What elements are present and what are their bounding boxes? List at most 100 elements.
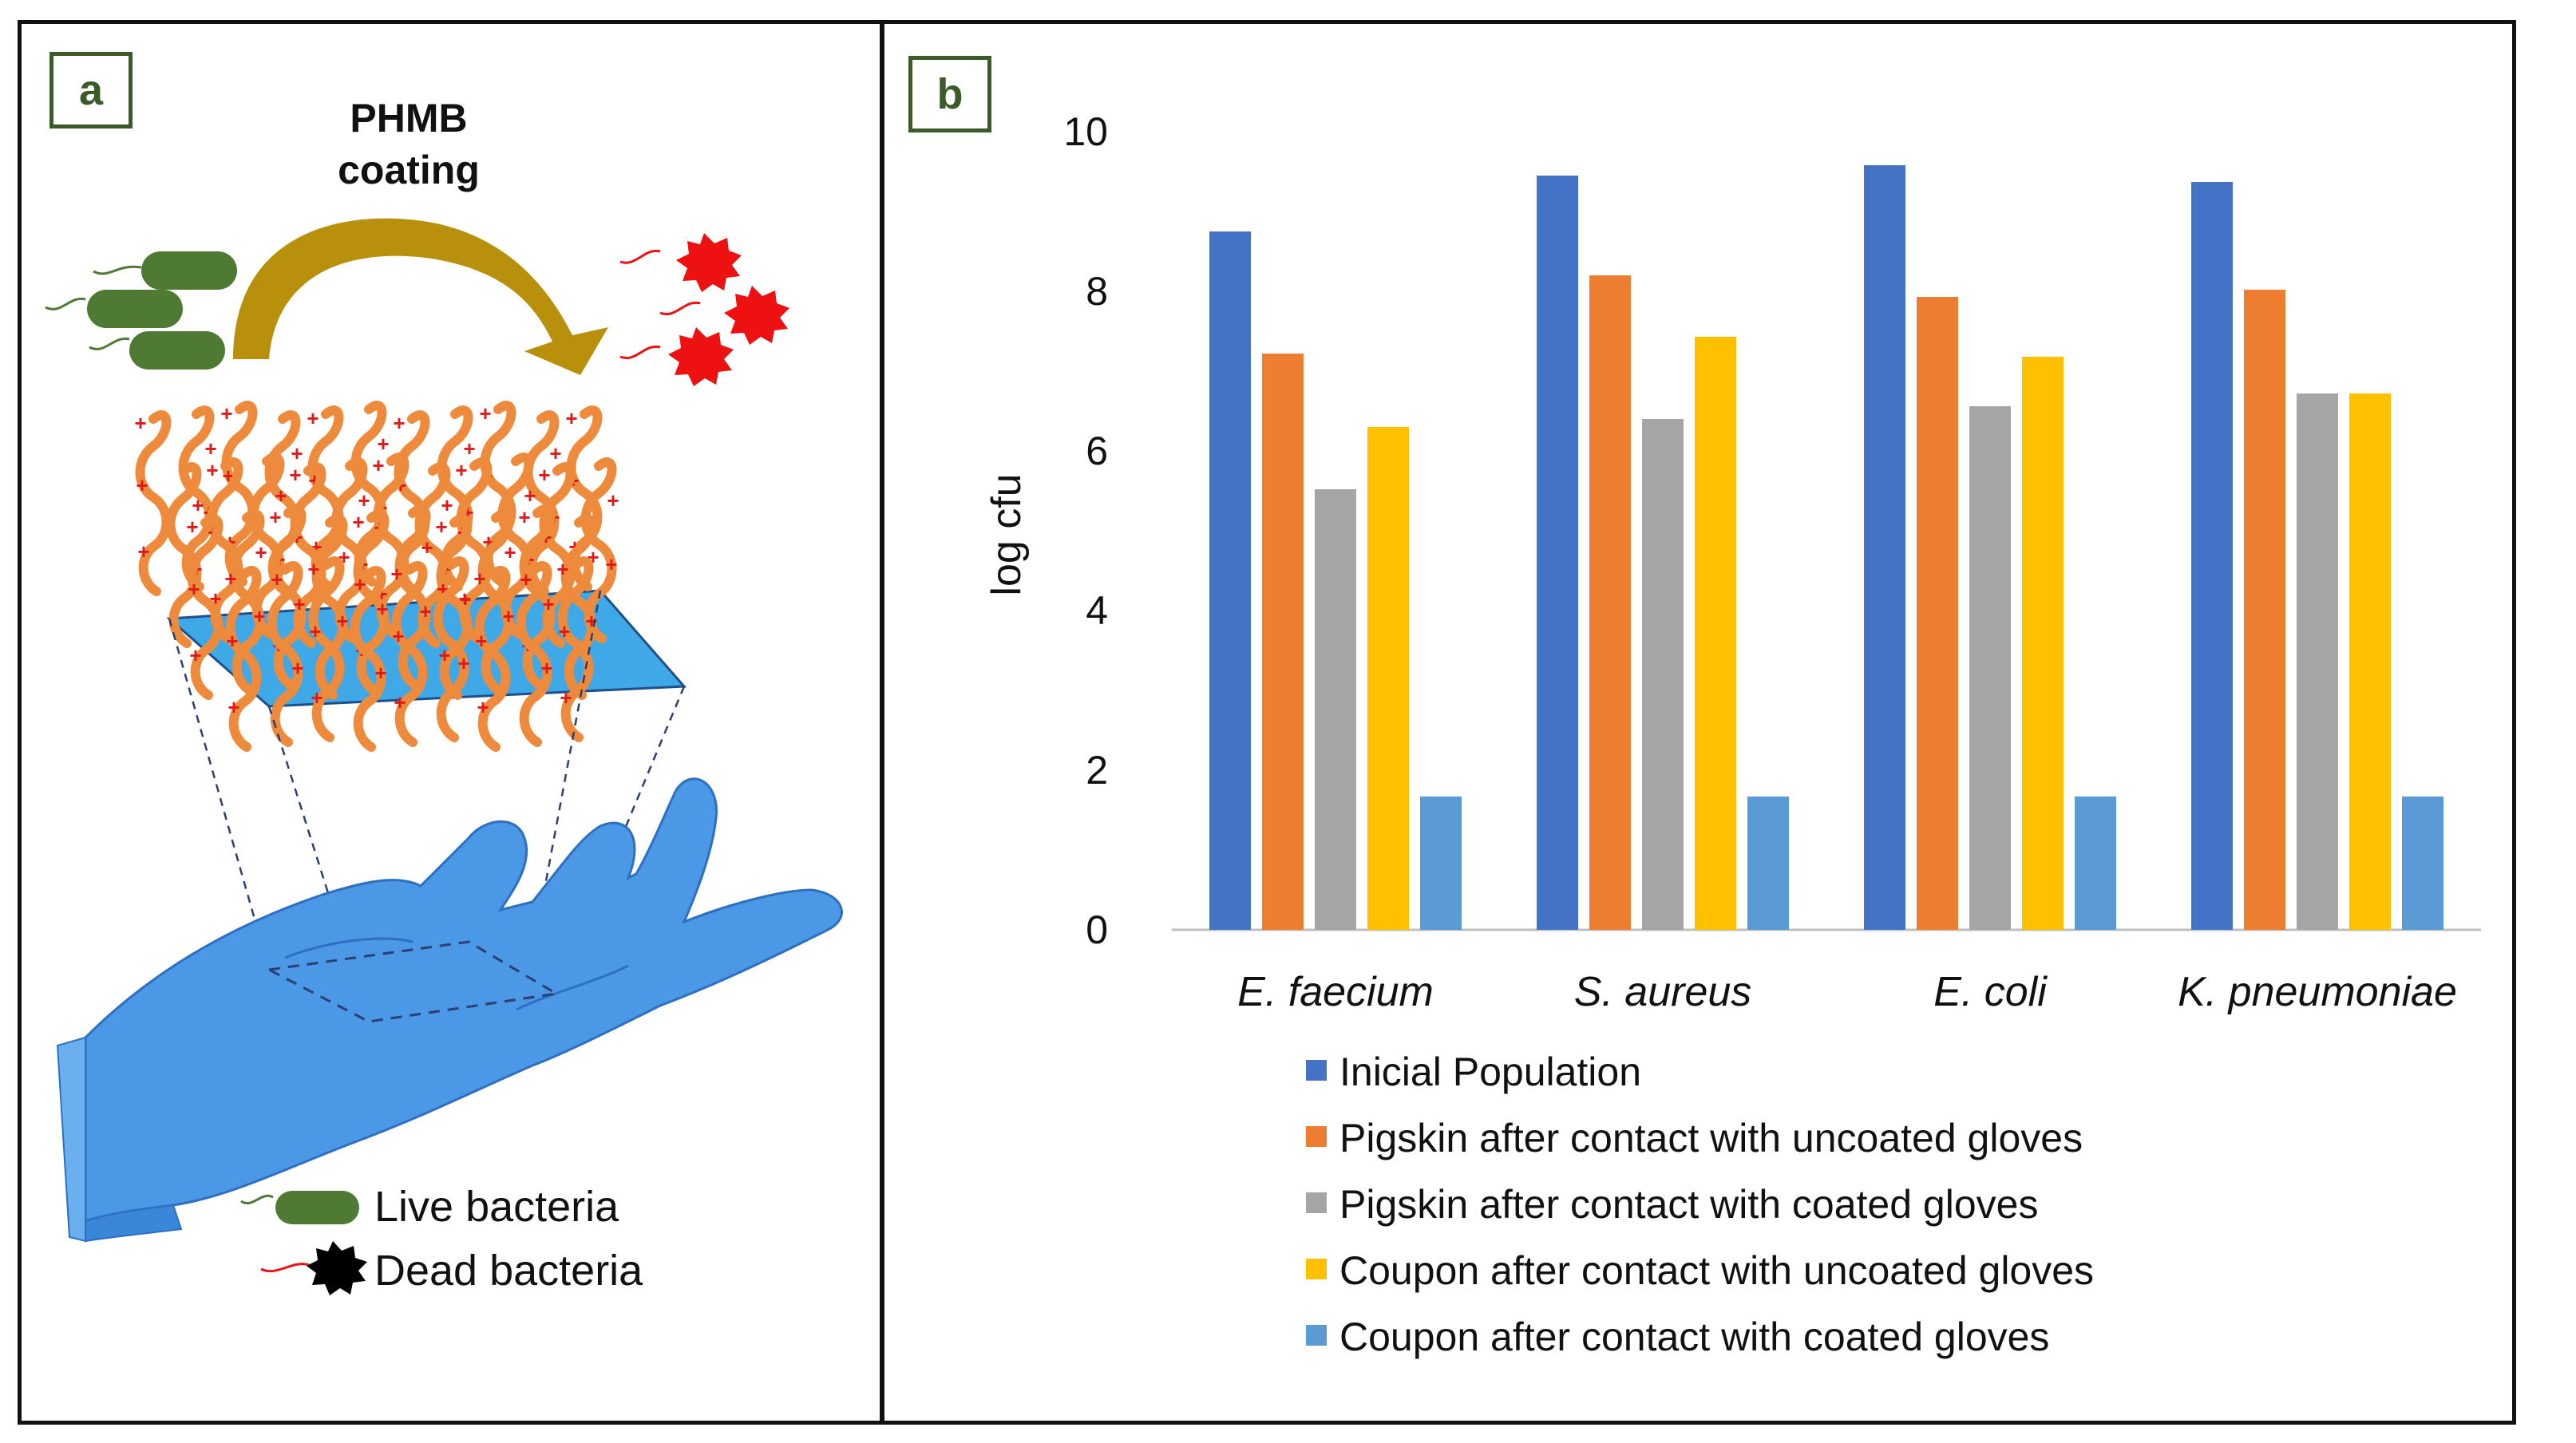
legend-label-0: Inicial Population	[1339, 1050, 1641, 1094]
legend-swatch-2	[1306, 1192, 1327, 1213]
positive-charge-symbol: +	[441, 493, 453, 517]
polymer-chain	[135, 410, 172, 596]
positive-charge-symbol: +	[475, 629, 487, 653]
bar-3-0	[2191, 182, 2233, 930]
legend-label-2: Pigskin after contact with coated gloves	[1339, 1182, 2038, 1227]
positive-charge-symbol: +	[607, 488, 619, 512]
panel-divider	[880, 20, 884, 1425]
polymer-chain	[560, 514, 597, 700]
positive-charge-symbol: +	[558, 619, 570, 643]
polymer-chain	[474, 566, 511, 752]
positive-charge-symbol: +	[605, 552, 617, 576]
panel-a-illustration: PHMB coating +++++++++++++++++++++++	[45, 96, 843, 1295]
bar-1-4	[1747, 797, 1789, 930]
positive-charge-symbol: +	[226, 629, 238, 653]
positive-charge-symbol: +	[291, 441, 303, 465]
positive-charge-symbol: +	[307, 557, 319, 581]
positive-charge-symbol: +	[309, 619, 321, 643]
y-axis: 0 2 4 6 8 10	[1063, 109, 1108, 952]
bar-2-0	[1864, 165, 1905, 930]
positive-charge-symbol: +	[372, 453, 384, 477]
positive-charge-symbol: +	[540, 656, 552, 680]
positive-charge-symbol: +	[394, 690, 406, 714]
bar-2-4	[2075, 797, 2116, 930]
polymer-chain	[311, 514, 348, 700]
positive-charge-symbol: +	[289, 463, 301, 487]
polymer-chain	[187, 514, 224, 700]
positive-charge-symbol: +	[374, 661, 386, 685]
positive-charge-symbol: +	[189, 643, 201, 667]
positive-charge-symbol: +	[565, 406, 577, 430]
positive-charge-symbol: +	[307, 406, 319, 430]
y-tick-label: 8	[1086, 269, 1108, 314]
panel-b: b 0 2 4 6 8 10 log cfu E. faecium S. aureus E. …	[884, 24, 2513, 1421]
polymer-chain	[248, 453, 285, 638]
polymer-chain	[267, 561, 303, 747]
polymer-chain	[433, 556, 469, 742]
positive-charge-symbol: +	[585, 609, 597, 633]
bar-3-1	[2244, 290, 2285, 930]
legend-dead-bacteria-icon	[260, 1241, 367, 1295]
panel-b-label: b	[908, 56, 991, 132]
y-tick-label: 6	[1086, 429, 1108, 473]
positive-charge-symbol: +	[542, 592, 554, 616]
positive-charge-symbol: +	[269, 505, 281, 529]
bar-3-3	[2349, 393, 2391, 930]
positive-charge-symbol: +	[354, 572, 366, 596]
positive-charge-symbol: +	[253, 604, 265, 628]
positive-charge-symbol: +	[352, 510, 364, 534]
positive-charge-symbol: +	[204, 437, 216, 461]
positive-charge-symbol: +	[186, 515, 198, 539]
panel-a-label: a	[49, 52, 133, 128]
coating-title-line2: coating	[338, 148, 480, 192]
positive-charge-symbol: +	[421, 536, 433, 559]
positive-charge-symbol: +	[524, 484, 536, 508]
legend-live-bacteria-icon	[240, 1191, 359, 1224]
positive-charge-symbol: +	[560, 686, 572, 710]
polymer-chain	[497, 453, 534, 638]
polymer-chain	[165, 462, 202, 648]
y-tick-label: 0	[1086, 907, 1108, 952]
positive-charge-symbol: +	[479, 401, 491, 425]
positive-charge-symbol: +	[419, 599, 431, 623]
panel-a: a PHMB coating + + + + + + + +	[22, 24, 880, 1421]
bar-0-3	[1367, 427, 1409, 930]
glove-patch-outline	[265, 940, 560, 1023]
positive-charge-symbol: +	[220, 401, 232, 425]
positive-charge-symbol: +	[518, 505, 530, 529]
x-tick-label: S. aureus	[1574, 969, 1752, 1015]
positive-charge-symbol: +	[376, 597, 388, 621]
legend-swatch-3	[1306, 1259, 1327, 1279]
legend-swatch-4	[1306, 1325, 1327, 1346]
positive-charge-symbol: +	[477, 695, 489, 719]
bar-chart: 0 2 4 6 8 10 log cfu E. faecium S. aureus E. co…	[983, 109, 2481, 1359]
curved-arrow-icon	[233, 218, 608, 375]
polymer-chain	[456, 457, 493, 643]
positive-charge-symbol: +	[358, 488, 370, 512]
polymer-chain	[350, 401, 387, 587]
legend-label-4: Coupon after contact with coated gloves	[1339, 1315, 2049, 1359]
positive-charge-symbol: +	[392, 624, 404, 648]
positive-charge-symbol: +	[271, 567, 283, 591]
chart-legend: Inicial Population Pigskin after contact …	[1306, 1050, 2094, 1359]
bar-0-2	[1315, 489, 1356, 930]
bar-1-3	[1695, 337, 1736, 930]
bar-0-0	[1209, 231, 1251, 930]
bar-3-4	[2402, 797, 2443, 930]
polymer-chain	[391, 561, 428, 747]
live-bacteria-cluster-icon	[45, 251, 237, 370]
bars	[1209, 165, 2443, 930]
bar-2-3	[2022, 357, 2064, 930]
positive-charge-symbol: +	[291, 656, 303, 680]
polymer-chain	[225, 566, 262, 752]
positive-charge-symbol: +	[520, 567, 532, 591]
y-axis-title: log cfu	[983, 473, 1030, 595]
polymer-chain	[373, 453, 410, 638]
positive-charge-symbol: +	[134, 411, 146, 435]
positive-charge-symbol: +	[393, 411, 405, 435]
bar-2-2	[1969, 406, 2011, 930]
legend-label-3: Coupon after contact with uncoated glove…	[1339, 1248, 2094, 1293]
positive-charge-symbol: +	[455, 458, 467, 482]
positive-charge-symbol: +	[504, 540, 516, 564]
legend-swatch-0	[1306, 1060, 1327, 1081]
